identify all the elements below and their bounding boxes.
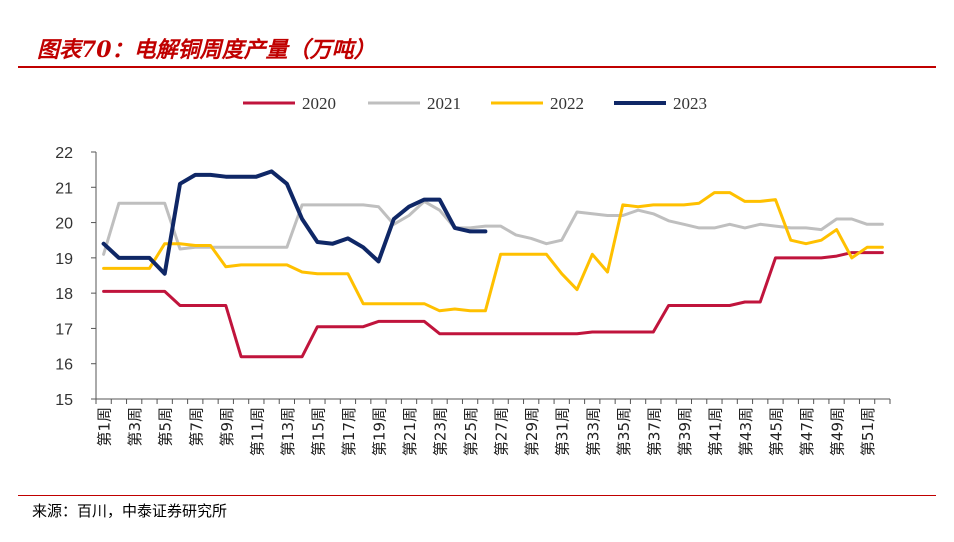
legend: 2020 2021 2022 2023 <box>243 94 707 113</box>
series-line-2021 <box>102 199 884 256</box>
x-tick-label: 第19周 <box>370 407 388 456</box>
y-tick-label: 20 <box>55 216 73 233</box>
x-tick-label: 第25周 <box>462 407 480 456</box>
y-tick-label: 21 <box>55 180 73 197</box>
legend-label-2022: 2022 <box>550 94 584 113</box>
series-line-2022 <box>102 191 884 313</box>
x-tick-label: 第31周 <box>554 407 572 456</box>
x-axis: 第1周 第3周 第5周 第7周 第9周 第11周 第13周 第15周 第17周 第19周 第21周第… <box>95 398 891 456</box>
x-tick-label: 第39周 <box>676 407 694 456</box>
x-tick-label: 第21周 <box>401 407 419 456</box>
source-note: 来源：百川，中泰证券研究所 <box>32 502 228 520</box>
y-tick-label: 18 <box>55 286 73 303</box>
x-tick-label: 第49周 <box>829 407 847 456</box>
title-rule <box>18 66 936 68</box>
y-tick-label: 17 <box>55 321 73 338</box>
x-tick-label: 第35周 <box>615 407 633 456</box>
x-tick-label: 第15周 <box>309 407 327 456</box>
y-tick-label: 19 <box>55 251 73 268</box>
legend-label-2021: 2021 <box>427 94 461 113</box>
x-tick-label: 第11周 <box>248 407 266 456</box>
x-tick-label: 第51周 <box>859 407 877 456</box>
x-tick-label: 第1周 <box>96 407 114 447</box>
x-tick-label: 第9周 <box>218 407 236 447</box>
x-tick-label: 第29周 <box>523 407 541 456</box>
x-tick-label: 第47周 <box>798 407 816 456</box>
chart-title: 图表70：电解铜周度产量（万吨） <box>37 37 376 63</box>
x-tick-label: 第23周 <box>432 407 450 456</box>
y-tick-label: 22 <box>55 145 73 162</box>
x-tick-label: 第7周 <box>187 407 205 447</box>
x-tick-label: 第13周 <box>279 407 297 456</box>
y-tick-label: 16 <box>55 357 73 374</box>
x-tick-label: 第27周 <box>493 407 511 456</box>
series-line-2020 <box>102 251 884 359</box>
y-axis: 15 16 17 18 19 20 21 22 <box>55 145 97 409</box>
x-tick-label: 第37周 <box>645 407 663 456</box>
x-tick-label: 第41周 <box>706 407 724 456</box>
series-line-2023 <box>101 169 488 276</box>
legend-label-2023: 2023 <box>673 94 707 113</box>
x-tick-label: 第5周 <box>157 407 175 447</box>
x-tick-label: 第17周 <box>340 407 358 456</box>
plot-area <box>101 169 884 359</box>
legend-label-2020: 2020 <box>302 94 336 113</box>
source-rule <box>18 495 936 496</box>
x-tick-label: 第33周 <box>584 407 602 456</box>
x-tick-label: 第45周 <box>767 407 785 456</box>
x-tick-label: 第3周 <box>126 407 144 447</box>
y-tick-label: 15 <box>55 392 73 409</box>
x-tick-label: 第43周 <box>737 407 755 456</box>
